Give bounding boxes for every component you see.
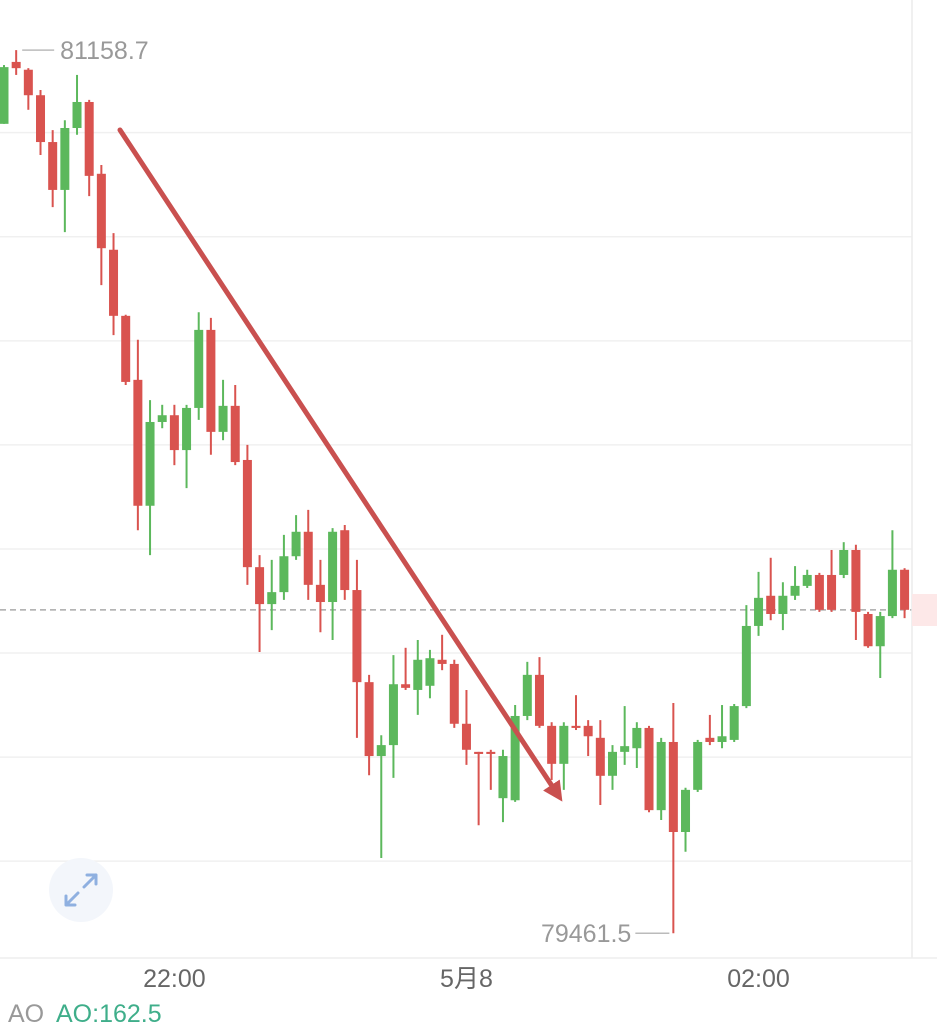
trend-arrow <box>117 127 563 802</box>
candles <box>0 50 910 934</box>
candle-body <box>36 95 46 143</box>
candle-body <box>206 329 216 432</box>
candle-body <box>279 556 289 593</box>
x-tick-label: 02:00 <box>727 965 790 993</box>
candle-body <box>486 751 496 754</box>
candle-body <box>717 736 727 742</box>
expand-button[interactable] <box>49 858 113 922</box>
x-tick-label: 22:00 <box>143 965 206 993</box>
candle-body <box>133 379 143 506</box>
candle-body <box>693 741 703 790</box>
candle-body <box>425 658 435 686</box>
candle-body <box>571 725 581 728</box>
candle-body <box>827 574 837 610</box>
candle-body <box>291 531 301 557</box>
candle-body <box>839 549 849 575</box>
candle-body <box>729 706 739 740</box>
indicator-name: AO <box>8 1000 44 1022</box>
candle-body <box>11 61 21 69</box>
candle-body <box>255 567 265 605</box>
candle-body <box>547 725 557 764</box>
candle-body <box>705 737 715 742</box>
candle-body <box>461 723 471 750</box>
candle-body <box>656 741 666 811</box>
candle-body <box>681 789 691 832</box>
indicator-value: AO:162.5 <box>56 1000 162 1022</box>
labels: 22:00 5月8 02:00 81158.7 79461.5 <box>22 37 790 993</box>
candle-body <box>474 751 484 754</box>
candle-body <box>364 682 374 757</box>
candle-body <box>595 737 605 776</box>
candle-body <box>887 569 897 617</box>
candle-body <box>413 659 423 690</box>
candle-body <box>608 751 617 776</box>
candle-body <box>109 249 119 316</box>
candle-body <box>328 531 338 603</box>
candle-body <box>449 663 459 724</box>
candle-body <box>583 725 593 737</box>
candle-body <box>851 549 861 612</box>
candle-body <box>875 616 885 647</box>
candle-body <box>900 569 910 610</box>
candle-body <box>72 101 82 128</box>
candle-body <box>401 684 411 688</box>
candle-body <box>741 625 751 707</box>
candle-body <box>84 101 94 176</box>
candle-body <box>559 725 569 764</box>
candle-body <box>218 405 228 432</box>
candle-body <box>315 584 325 603</box>
candle-body <box>644 727 654 811</box>
candle-body <box>23 69 33 96</box>
candle-body <box>340 530 350 591</box>
candle-body <box>388 684 398 746</box>
candle-body <box>194 329 204 408</box>
candle-body <box>668 741 678 832</box>
candle-body <box>437 659 447 664</box>
candle-body <box>0 67 9 124</box>
candle-body <box>632 727 642 749</box>
candle-body <box>169 415 179 451</box>
price-tag <box>912 594 937 626</box>
expand-icon <box>64 873 98 907</box>
candle-body <box>802 574 812 586</box>
candle-body <box>790 585 800 596</box>
candle-body <box>157 415 167 422</box>
candle-body <box>121 315 131 382</box>
candle-body <box>145 421 155 506</box>
candle-body <box>534 674 544 726</box>
x-tick-label: 5月8 <box>440 965 493 993</box>
candle-body <box>498 756 508 799</box>
candle-body <box>814 574 824 610</box>
candle-body <box>754 597 764 626</box>
min-label: 79461.5 <box>541 920 631 948</box>
candle-body <box>242 459 252 568</box>
candle-body <box>230 405 240 463</box>
candle-body <box>96 173 106 249</box>
candle-body <box>620 746 630 752</box>
candle-body <box>863 613 873 647</box>
candle-body <box>182 407 192 451</box>
candle-body <box>60 128 70 190</box>
max-label: 81158.7 <box>60 37 149 65</box>
candle-body <box>48 142 58 190</box>
candle-body <box>352 590 362 683</box>
candle-body <box>376 745 386 757</box>
candle-body <box>303 531 313 585</box>
candle-body <box>766 595 776 614</box>
candle-body <box>522 674 532 716</box>
candle-body <box>267 592 277 605</box>
expand-button-bg <box>49 858 113 922</box>
candle-body <box>510 715 520 801</box>
candle-body <box>778 595 788 614</box>
